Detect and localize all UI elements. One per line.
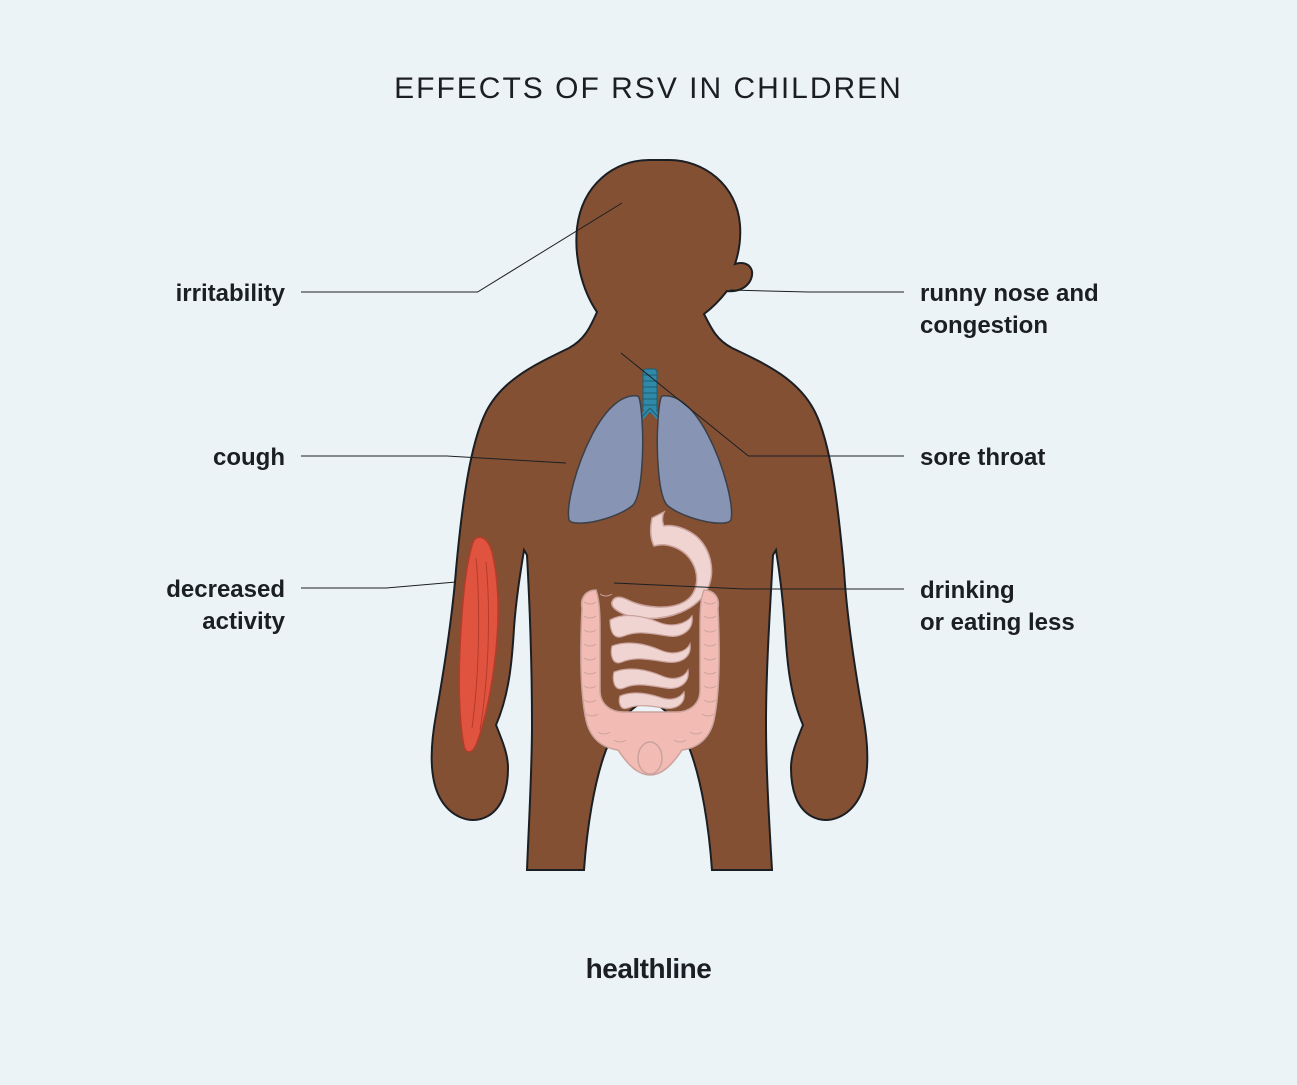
brand-logo: healthline: [586, 953, 712, 985]
label-cough: cough: [213, 442, 285, 474]
label-eating_less-line: or eating less: [920, 607, 1075, 639]
label-sore_throat-line: sore throat: [920, 442, 1045, 474]
label-eating_less: drinkingor eating less: [920, 575, 1075, 640]
label-cough-line: cough: [213, 442, 285, 474]
diagram-title: EFFECTS OF RSV IN CHILDREN: [394, 72, 903, 106]
label-irritability: irritability: [176, 278, 285, 310]
child-figure: [414, 150, 884, 890]
label-irritability-line: irritability: [176, 278, 285, 310]
label-sore_throat: sore throat: [920, 442, 1045, 474]
label-runny_nose: runny nose andcongestion: [920, 278, 1099, 343]
label-eating_less-line: drinking: [920, 575, 1075, 607]
label-decreased_activity-line: activity: [166, 606, 285, 638]
label-decreased_activity: decreasedactivity: [166, 574, 285, 639]
label-runny_nose-line: congestion: [920, 310, 1099, 342]
label-decreased_activity-line: decreased: [166, 574, 285, 606]
label-runny_nose-line: runny nose and: [920, 278, 1099, 310]
